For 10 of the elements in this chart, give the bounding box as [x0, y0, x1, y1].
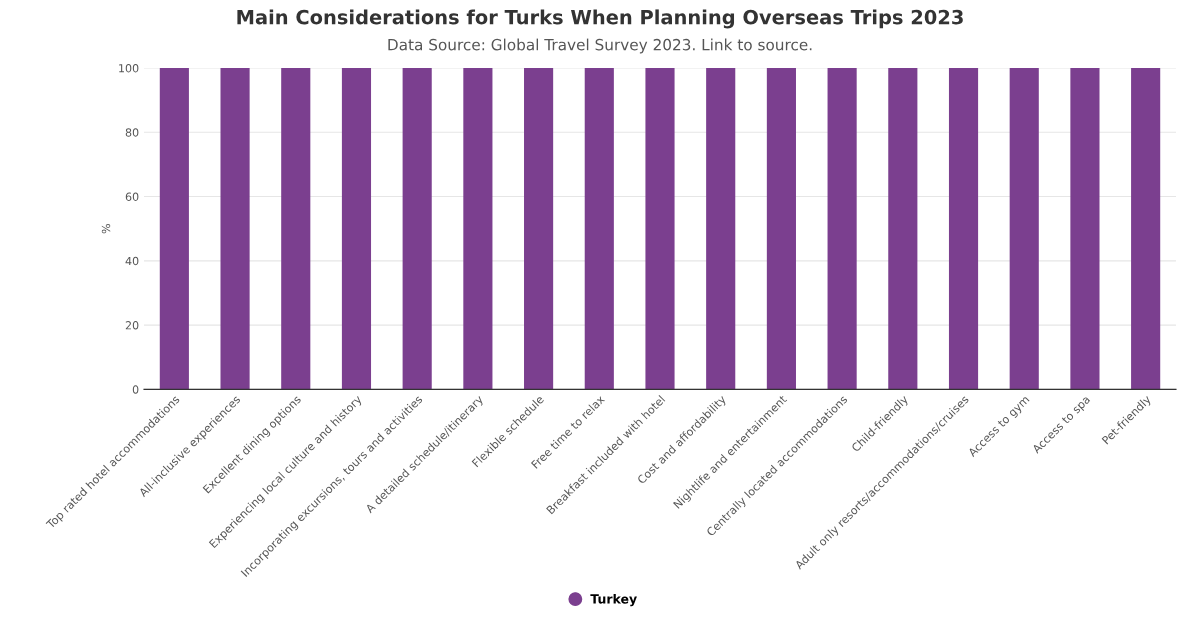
- y-tick-label: 100: [119, 64, 139, 73]
- y-axis-title: %: [101, 224, 111, 234]
- y-tick-label: 20: [125, 321, 139, 330]
- chart-subtitle: Data Source: Global Travel Survey 2023. Link to source.: [388, 38, 812, 54]
- y-tick-label: 0: [132, 385, 139, 394]
- y-tick-label: 80: [125, 128, 139, 137]
- chart-title: Main Considerations for Turks When Planning Overseas Trips 2023: [237, 9, 963, 29]
- y-tick-label: 40: [125, 256, 139, 266]
- y-tick-label: 60: [125, 192, 139, 201]
- legend-label: Turkey: [590, 593, 637, 607]
